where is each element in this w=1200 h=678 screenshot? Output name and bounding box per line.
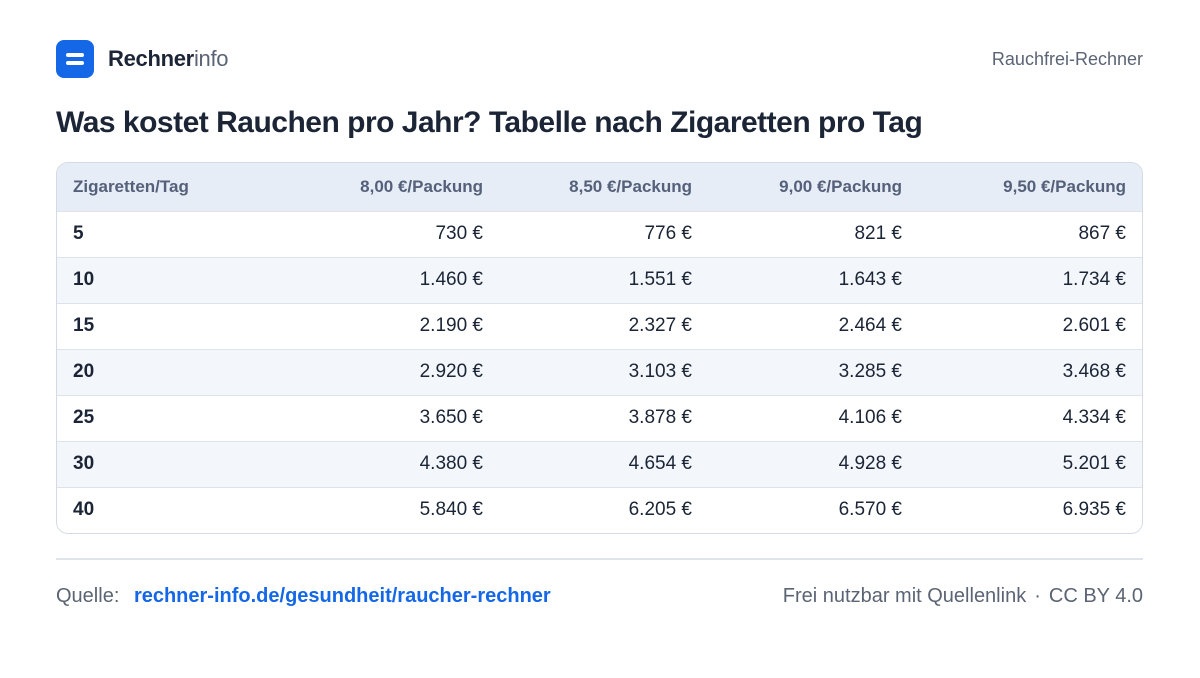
column-header: 9,50 €/Packung [1003,176,1126,196]
table-row: 20 2.920 € 3.103 € 3.285 € 3.468 € [57,349,1142,395]
cigarettes-per-day-cell: 40 [73,499,95,521]
table-row: 30 4.380 € 4.654 € 4.928 € 5.201 € [57,441,1142,487]
table-row: 5 730 € 776 € 821 € 867 € [57,211,1142,257]
table-row: 25 3.650 € 3.878 € 4.106 € 4.334 € [57,395,1142,441]
cost-cell: 4.928 € [838,453,902,474]
cost-cell: 3.468 € [1062,361,1126,382]
cost-cell: 776 € [644,223,692,244]
column-header: 8,00 €/Packung [360,176,483,196]
cost-cell: 5.840 € [419,499,483,521]
cost-cell: 1.643 € [838,269,902,290]
footer: Quelle: rechner-info.de/gesundheit/rauch… [56,582,1143,610]
cost-cell: 3.285 € [838,361,902,382]
site-header: Rechnerinfo Rauchfrei-Rechner [56,40,1143,78]
column-header: Zigaretten/Tag [73,176,189,196]
source-attribution: Quelle: rechner-info.de/gesundheit/rauch… [56,585,551,608]
cost-cell: 2.464 € [838,315,902,336]
license-info: Frei nutzbar mit Quellenlink · CC BY 4.0 [783,585,1143,608]
cigarettes-per-day-cell: 20 [73,361,95,382]
cigarettes-per-day-cell: 15 [73,315,95,336]
cost-cell: 6.205 € [628,499,692,521]
page-title: Was kostet Rauchen pro Jahr? Tabelle nac… [56,106,923,139]
cost-cell: 2.327 € [628,315,692,336]
brand-name: Rechnerinfo [108,46,229,71]
cost-table-container: Zigaretten/Tag 8,00 €/Packung 8,50 €/Pac… [56,162,1143,534]
cost-cell: 4.106 € [838,407,902,428]
cost-cell: 1.460 € [419,269,483,290]
cost-cell: 4.654 € [628,453,692,474]
cost-cell: 4.334 € [1062,407,1126,428]
brand-logo[interactable]: Rechnerinfo [56,40,229,78]
table-row: 40 5.840 € 6.205 € 6.570 € 6.935 € [57,487,1142,533]
rechnerinfo-logo-icon [56,40,94,78]
cost-cell: 2.920 € [419,361,483,382]
cost-cell: 1.734 € [1062,269,1126,290]
cost-cell: 821 € [854,223,902,244]
cost-cell: 6.935 € [1062,499,1126,521]
cost-cell: 6.570 € [838,499,902,521]
cost-cell: 2.190 € [419,315,483,336]
column-header: 9,00 €/Packung [779,176,902,196]
cost-table: Zigaretten/Tag 8,00 €/Packung 8,50 €/Pac… [57,163,1142,533]
source-link[interactable]: rechner-info.de/gesundheit/raucher-rechn… [133,584,551,607]
cost-cell: 5.201 € [1062,453,1126,474]
cigarettes-per-day-cell: 30 [73,453,95,474]
cost-cell: 730 € [435,223,483,244]
license-badge: CC BY 4.0 [1048,584,1143,607]
cost-cell: 3.650 € [419,407,483,428]
cost-cell: 3.103 € [628,361,692,382]
cost-cell: 1.551 € [628,269,692,290]
table-row: 10 1.460 € 1.551 € 1.643 € 1.734 € [57,257,1142,303]
footer-divider [56,558,1143,560]
brand-name-light: info [193,46,229,71]
brand-name-bold: Rechner [108,46,194,71]
source-label: Quelle: [56,584,120,607]
cost-cell: 3.878 € [628,407,692,428]
license-text: Frei nutzbar mit Quellenlink [782,584,1027,607]
cigarettes-per-day-cell: 5 [73,223,84,244]
cost-cell: 4.380 € [419,453,483,474]
calculator-name: Rauchfrei-Rechner [991,48,1143,69]
column-header: 8,50 €/Packung [569,176,692,196]
cost-cell: 867 € [1078,223,1126,244]
cost-cell: 2.601 € [1062,315,1126,336]
table-header-row: Zigaretten/Tag 8,00 €/Packung 8,50 €/Pac… [57,163,1142,211]
license-separator: · [1034,584,1041,607]
cigarettes-per-day-cell: 25 [73,407,95,428]
table-row: 15 2.190 € 2.327 € 2.464 € 2.601 € [57,303,1142,349]
cigarettes-per-day-cell: 10 [73,269,95,290]
